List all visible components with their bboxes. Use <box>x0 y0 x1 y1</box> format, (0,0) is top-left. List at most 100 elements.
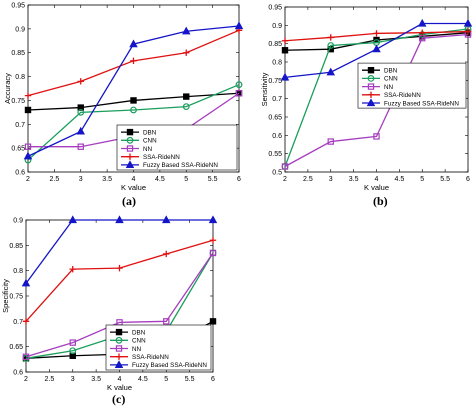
data-point <box>234 21 244 30</box>
y-tick-label: 0.75 <box>9 294 23 301</box>
y-tick-label: 0.6 <box>13 370 23 377</box>
x-tick-label: 4 <box>118 376 122 383</box>
chart-panel-0: 2 2.5 3 3.5 4 4.5 5 5.5 6 0.6 0.65 0.7 0.75 0.8 0.85 0.… <box>3 3 244 192</box>
y-tick-label: 0.85 <box>268 41 282 48</box>
y-axis-label: Specificity <box>1 279 10 313</box>
y-tick-label: 0.65 <box>11 146 25 153</box>
y-tick-label: 0.6 <box>15 170 25 177</box>
series-ssa-ridenn <box>24 27 243 99</box>
y-tick-label: 0.9 <box>15 26 25 33</box>
data-point <box>463 18 473 27</box>
x-tick-label: 3 <box>79 176 83 183</box>
legend-entry-label: CNN <box>143 138 157 145</box>
legend-entry-label: Fuzzy Based SSA-RideNN <box>384 100 459 107</box>
data-point <box>130 97 137 104</box>
series-line <box>25 252 214 358</box>
data-point <box>69 265 76 273</box>
x-tick-label: 5 <box>164 376 168 383</box>
legend-entry-label: Fuzzy Based SSA-RideNN <box>132 362 207 369</box>
x-tick-label: 2.5 <box>45 376 55 383</box>
data-point <box>209 249 217 257</box>
data-point <box>76 126 85 135</box>
data-point <box>281 47 289 54</box>
data-point <box>68 215 77 224</box>
y-tick-label: 0.55 <box>268 151 282 158</box>
legend-entry-label: SSA-RideNN <box>143 154 180 161</box>
legend-swatch-marker <box>126 145 134 152</box>
y-tick-label: 0.8 <box>13 268 23 275</box>
legend-swatch-marker <box>367 91 375 98</box>
x-tick-label: 3.5 <box>102 176 112 183</box>
y-tick-label: 0.65 <box>268 115 282 122</box>
y-tick-label: 0.75 <box>11 98 25 105</box>
data-point <box>22 318 30 325</box>
x-tick-label: 6 <box>211 376 215 383</box>
series-nn <box>22 249 217 361</box>
legend-swatch-marker <box>115 345 123 352</box>
x-tick-label: 3.5 <box>91 376 101 383</box>
x-tick-label: 4 <box>132 176 136 183</box>
x-axis-label: K value <box>364 183 389 192</box>
y-tick-label: 0.95 <box>268 5 282 12</box>
series-ssa-ridenn <box>281 28 472 44</box>
data-point <box>182 103 190 111</box>
chart-panel-2: 2 2.5 3 3.5 4 4.5 5 5.5 6 0.6 0.65 0.7 0.75 0.8 0.85 0.… <box>1 215 218 392</box>
y-tick-label: 0.85 <box>11 50 25 57</box>
legend-entry-label: NN <box>384 84 394 91</box>
data-point <box>281 37 289 44</box>
legend-swatch-marker <box>367 83 375 90</box>
data-point <box>115 215 124 224</box>
data-point <box>69 347 77 355</box>
legend-entry-label: NN <box>132 346 142 353</box>
legend-entry-label: DBN <box>384 68 398 75</box>
legend-swatch-marker <box>367 66 375 74</box>
data-point <box>327 34 334 41</box>
data-point <box>326 67 335 76</box>
legend-entry-label: SSA-RideNN <box>384 92 421 99</box>
data-point <box>327 42 335 49</box>
legend-entry-label: NN <box>143 146 153 153</box>
data-point <box>24 106 32 114</box>
y-tick-label: 0.9 <box>272 23 282 30</box>
y-tick-label: 0.7 <box>15 122 25 129</box>
x-tick-label: 5 <box>420 176 424 183</box>
series-ssa-ridenn <box>22 237 217 325</box>
x-tick-label: 5 <box>184 176 188 183</box>
panel-caption-a: (a) <box>122 194 136 208</box>
legend-swatch-marker <box>114 360 124 368</box>
legend-swatch-marker <box>115 353 123 360</box>
legend-swatch-marker <box>366 98 376 107</box>
y-tick-label: 0.8 <box>272 60 282 67</box>
data-point <box>209 318 217 325</box>
y-tick-label: 0.75 <box>268 78 282 85</box>
panel-caption-b: (b) <box>373 194 388 208</box>
x-tick-label: 5.5 <box>185 376 195 383</box>
data-point <box>235 90 243 97</box>
legend-entry-label: DBN <box>132 329 146 336</box>
x-tick-label: 6 <box>237 176 241 183</box>
series-fuzzy-based-ssa-ridenn <box>23 21 244 160</box>
series-nn <box>281 31 472 170</box>
data-point <box>69 339 76 346</box>
legend-entry-label: Fuzzy Based SSA-RideNN <box>143 162 218 169</box>
data-point <box>24 92 32 99</box>
x-tick-label: 2 <box>26 176 30 183</box>
data-point <box>183 49 190 56</box>
x-tick-label: 4.5 <box>155 176 165 183</box>
legend-swatch-marker <box>125 160 135 168</box>
series-fuzzy-based-ssa-ridenn <box>21 215 218 287</box>
legend-swatch-marker <box>367 74 375 82</box>
data-point <box>77 108 85 116</box>
data-point <box>162 215 171 224</box>
data-point <box>419 29 426 36</box>
x-tick-label: 3 <box>71 376 75 383</box>
x-tick-label: 5.5 <box>208 176 218 183</box>
data-point <box>209 237 217 244</box>
x-tick-label: 3 <box>329 176 333 183</box>
x-tick-label: 2.5 <box>303 176 313 183</box>
x-tick-label: 4.5 <box>138 376 148 383</box>
data-point <box>21 278 31 287</box>
y-axis-label: Accuracy <box>3 73 12 104</box>
data-point <box>183 93 190 100</box>
